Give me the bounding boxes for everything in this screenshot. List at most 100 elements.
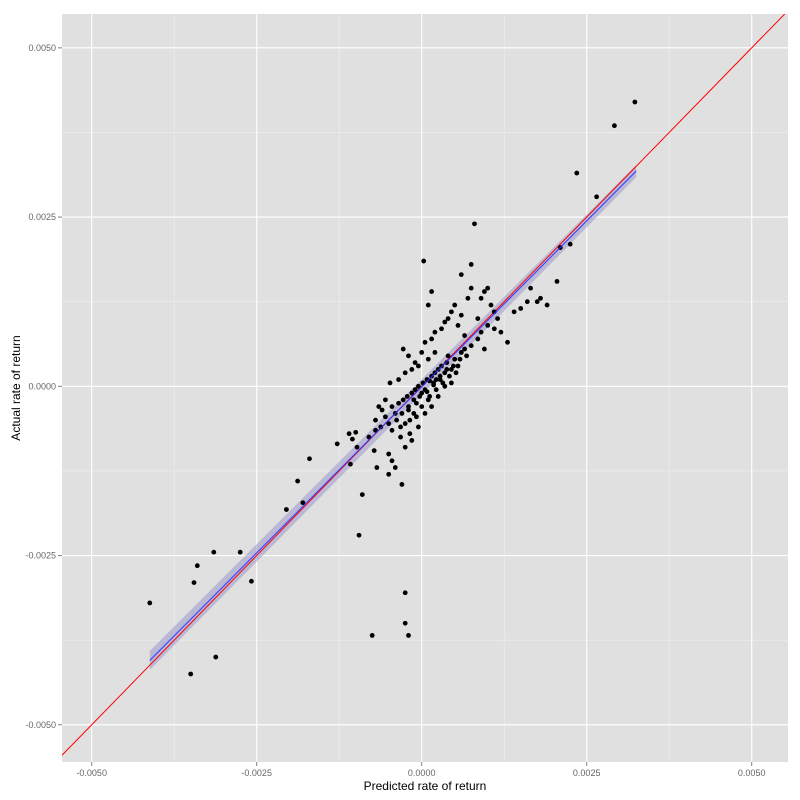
data-point <box>416 424 421 430</box>
data-point <box>445 353 451 359</box>
minor-gridlines <box>62 14 788 762</box>
data-point <box>439 326 444 332</box>
data-point <box>409 438 415 443</box>
data-point <box>398 434 403 440</box>
data-point <box>411 410 417 416</box>
data-point <box>404 394 410 399</box>
data-point <box>409 366 415 372</box>
data-point <box>421 258 427 264</box>
data-point <box>383 414 388 420</box>
data-point <box>211 549 217 555</box>
data-point <box>465 295 471 301</box>
data-point <box>485 285 491 291</box>
data-point <box>632 99 638 105</box>
data-point <box>472 221 477 227</box>
data-point <box>482 346 487 352</box>
data-point <box>458 272 464 278</box>
data-point <box>346 431 352 437</box>
data-point <box>544 302 550 308</box>
data-point <box>594 194 599 200</box>
data-point <box>392 465 398 470</box>
data-point <box>449 380 454 386</box>
data-point <box>411 397 417 403</box>
data-point <box>429 336 434 342</box>
data-point <box>445 316 451 322</box>
data-point <box>386 421 392 426</box>
data-point <box>431 380 436 386</box>
x-tick-label: 0.0000 <box>408 768 436 778</box>
data-point <box>412 387 418 393</box>
data-point <box>406 404 411 410</box>
data-point <box>442 319 448 325</box>
x-tick-label: 0.0050 <box>738 768 766 778</box>
data-point <box>439 363 444 369</box>
data-point <box>475 336 481 342</box>
data-point <box>406 633 411 638</box>
data-point <box>458 312 464 318</box>
data-point <box>407 431 413 437</box>
data-point <box>386 451 392 457</box>
data-point <box>295 478 301 484</box>
data-point <box>191 580 197 586</box>
data-point <box>425 356 431 362</box>
fit-line <box>149 170 637 661</box>
data-point <box>437 377 443 382</box>
data-point <box>455 363 461 369</box>
data-point <box>398 424 403 430</box>
data-point <box>188 671 194 677</box>
data-point <box>399 482 405 487</box>
data-points <box>147 99 638 677</box>
data-point <box>433 387 439 393</box>
data-point <box>452 302 458 308</box>
data-point <box>414 400 419 406</box>
data-point <box>488 302 494 308</box>
data-point <box>485 322 491 328</box>
data-point <box>353 429 359 435</box>
y-tick-label: -0.0025 <box>25 551 56 561</box>
data-point <box>409 390 415 396</box>
data-point <box>567 241 573 247</box>
data-point <box>468 262 474 267</box>
data-point <box>194 563 200 569</box>
data-point <box>511 309 517 315</box>
data-point <box>435 394 441 399</box>
data-point <box>396 400 401 406</box>
data-point <box>334 441 340 447</box>
data-point <box>376 404 382 410</box>
data-point <box>389 404 395 410</box>
y-axis-ticks: -0.0050 -0.0025 0.0000 0.0025 0.0050 <box>25 43 62 730</box>
data-point <box>468 285 474 291</box>
data-point <box>400 397 406 403</box>
data-point <box>422 410 428 416</box>
data-point <box>284 507 289 512</box>
data-point <box>444 360 450 366</box>
data-point <box>213 654 219 660</box>
data-point <box>464 353 469 359</box>
data-point <box>429 404 434 410</box>
data-point <box>416 383 421 389</box>
data-point <box>379 407 385 413</box>
data-point <box>422 339 428 345</box>
data-point <box>612 123 617 129</box>
data-point <box>432 329 438 335</box>
data-point <box>300 500 306 506</box>
data-point <box>147 600 153 606</box>
data-point <box>359 492 365 498</box>
data-point <box>478 295 484 301</box>
data-point <box>249 578 254 584</box>
data-point <box>447 373 452 379</box>
data-point <box>402 620 408 626</box>
data-point <box>440 380 446 386</box>
x-tick-label: 0.0025 <box>573 768 601 778</box>
data-point <box>419 404 425 410</box>
data-point <box>475 316 481 322</box>
data-point <box>402 370 408 376</box>
x-tick-label: -0.0050 <box>76 768 107 778</box>
data-point <box>402 421 408 426</box>
data-point <box>424 389 430 395</box>
data-point <box>452 356 458 362</box>
data-point <box>435 366 441 372</box>
data-point <box>402 590 408 596</box>
data-point <box>450 363 456 369</box>
data-point <box>468 343 474 349</box>
